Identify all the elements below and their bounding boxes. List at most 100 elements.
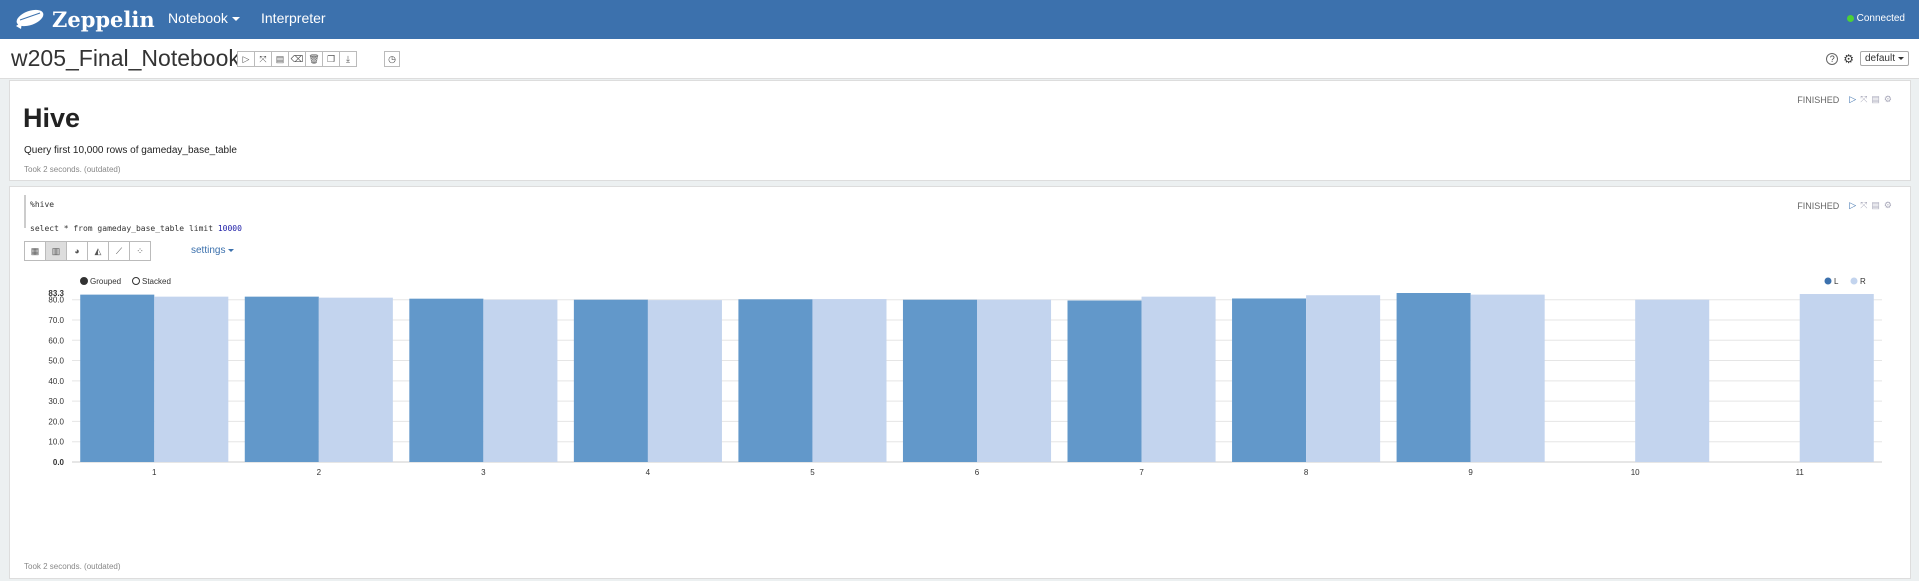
bar-L-8[interactable]: [1232, 298, 1307, 462]
bar-R-2[interactable]: [318, 297, 393, 462]
legend-swatch-R[interactable]: [1850, 277, 1858, 285]
expand-icon: ⤧: [259, 53, 267, 64]
mode-radio-grouped[interactable]: [80, 277, 88, 285]
bar-R-9[interactable]: [1470, 294, 1545, 462]
bar-L-1[interactable]: [80, 294, 155, 462]
notebook-menu[interactable]: Notebook: [168, 10, 240, 26]
download-icon: ⤓: [346, 53, 350, 64]
x-tick-label: 11: [1796, 468, 1805, 477]
paragraph-status-bar: FINISHED ▷ ⤧ ▤ ⚙: [1797, 200, 1892, 211]
scatter-chart-view-button[interactable]: ⁘: [129, 241, 151, 261]
legend-label-L: L: [1834, 277, 1839, 286]
x-tick-label: 3: [481, 468, 486, 477]
bar-R-11[interactable]: [1799, 294, 1874, 462]
y-tick-label: 10.0: [48, 438, 64, 447]
copy-icon: ❐: [326, 53, 336, 64]
brand[interactable]: Zeppelin: [12, 4, 155, 34]
notebook-toolbar: ▷ ⤧ ▤ ⌫ 🗑 ❐ ⤓: [237, 51, 357, 67]
mode-radio-stacked[interactable]: [132, 277, 140, 285]
notebook-title[interactable]: w205_Final_Notebook: [11, 45, 240, 71]
remove-notebook-button[interactable]: 🗑: [305, 51, 323, 67]
x-tick-label: 6: [975, 468, 980, 477]
run-paragraph-icon[interactable]: ▷: [1849, 94, 1857, 104]
notebook-menu-label: Notebook: [168, 10, 228, 26]
bar-L-7[interactable]: [1067, 300, 1142, 462]
table-icon: ▦: [30, 245, 40, 256]
clear-output-button[interactable]: ⌫: [288, 51, 306, 67]
bar-R-1[interactable]: [154, 296, 229, 462]
clock-icon: ◷: [388, 53, 396, 64]
visualization-toolbar: ▦ ▥ ◕ ◭ ⟋ ⁘: [24, 241, 151, 261]
bar-R-4[interactable]: [647, 300, 722, 462]
area-chart-icon: ◭: [94, 245, 102, 256]
paragraph-status: FINISHED: [1797, 94, 1840, 105]
scheduler-button[interactable]: ◷: [384, 51, 400, 67]
top-navbar: Zeppelin Notebook Interpreter Connected: [0, 0, 1919, 39]
zeppelin-logo-icon: [16, 9, 44, 29]
trash-icon: 🗑: [308, 53, 320, 64]
clone-notebook-button[interactable]: ❐: [322, 51, 340, 67]
chevron-down-icon: [228, 249, 235, 252]
status-dot-icon: [1846, 15, 1854, 22]
book-icon[interactable]: ▤: [1871, 94, 1880, 104]
eraser-icon: ⌫: [290, 53, 304, 64]
gear-icon[interactable]: ⚙: [1883, 200, 1892, 210]
y-tick-label: 80.0: [48, 296, 64, 305]
code-line-2-text: select * from gameday_base_table limit: [30, 224, 218, 233]
paragraph-took: Took 2 seconds. (outdated): [24, 562, 121, 571]
help-icon[interactable]: ?: [1826, 52, 1839, 65]
code-line-1: %hive: [30, 200, 55, 209]
y-tick-label: 40.0: [48, 377, 64, 386]
bar-L-3[interactable]: [409, 298, 484, 462]
y-tick-label: 60.0: [48, 336, 64, 345]
gear-icon[interactable]: ⚙: [1843, 51, 1854, 66]
show-hide-code-button[interactable]: ⤧: [254, 51, 272, 67]
y-tick-label: 30.0: [48, 397, 64, 406]
x-tick-label: 4: [646, 468, 651, 477]
y-tick-label: 0.0: [53, 458, 65, 467]
paragraph-took: Took 2 seconds. (outdated): [24, 165, 121, 174]
legend-label-R: R: [1860, 277, 1866, 286]
code-line-2-number: 10000: [217, 224, 242, 233]
interpreter-binding-dropdown[interactable]: default: [1859, 51, 1909, 66]
book-icon: ▤: [275, 53, 285, 64]
bar-L-5[interactable]: [738, 299, 813, 462]
run-all-button[interactable]: ▷: [237, 51, 255, 67]
export-notebook-button[interactable]: ⤓: [339, 51, 357, 67]
book-icon[interactable]: ▤: [1871, 200, 1880, 210]
connection-status: Connected: [1846, 13, 1905, 24]
paragraph-text: Query first 10,000 rows of gameday_base_…: [24, 145, 237, 156]
paragraph-hive-query: FINISHED ▷ ⤧ ▤ ⚙ %hive select * from gam…: [9, 186, 1911, 579]
interpreter-link[interactable]: Interpreter: [261, 10, 326, 26]
x-tick-label: 9: [1468, 468, 1473, 477]
show-hide-output-button[interactable]: ▤: [271, 51, 289, 67]
bar-L-6[interactable]: [902, 299, 977, 462]
legend-swatch-L[interactable]: [1824, 277, 1832, 285]
play-icon: ▷: [242, 53, 250, 64]
y-tick-label: 70.0: [48, 316, 64, 325]
gear-icon[interactable]: ⚙: [1883, 94, 1892, 104]
bar-R-8[interactable]: [1306, 295, 1381, 462]
x-tick-label: 8: [1304, 468, 1309, 477]
bar-R-7[interactable]: [1141, 296, 1216, 462]
paragraph-markdown: FINISHED ▷ ⤧ ▤ ⚙ Hive Query first 10,000…: [9, 80, 1911, 181]
connection-status-label: Connected: [1856, 13, 1905, 24]
bar-R-6[interactable]: [977, 299, 1052, 462]
bar-L-4[interactable]: [573, 299, 648, 462]
settings-toggle[interactable]: settings: [191, 245, 235, 256]
code-editor[interactable]: %hive select * from gameday_base_table l…: [24, 195, 1884, 233]
bar-R-3[interactable]: [483, 299, 558, 462]
bar-R-10[interactable]: [1635, 299, 1710, 462]
scatter-chart-icon: ⁘: [136, 245, 144, 256]
run-paragraph-icon[interactable]: ▷: [1849, 200, 1857, 210]
notebook-header: w205_Final_Notebook ▷ ⤧ ▤ ⌫ 🗑 ❐ ⤓ ◷ ? ⚙ …: [0, 39, 1919, 79]
x-tick-label: 10: [1631, 468, 1640, 477]
expand-icon[interactable]: ⤧: [1860, 200, 1868, 210]
line-chart-icon: ⟋: [115, 245, 123, 256]
bar-L-9[interactable]: [1396, 293, 1471, 462]
mode-label-stacked: Stacked: [142, 277, 171, 286]
bar-L-2[interactable]: [244, 296, 319, 462]
expand-icon[interactable]: ⤧: [1860, 94, 1868, 104]
x-tick-label: 5: [810, 468, 815, 477]
bar-R-5[interactable]: [812, 299, 887, 462]
